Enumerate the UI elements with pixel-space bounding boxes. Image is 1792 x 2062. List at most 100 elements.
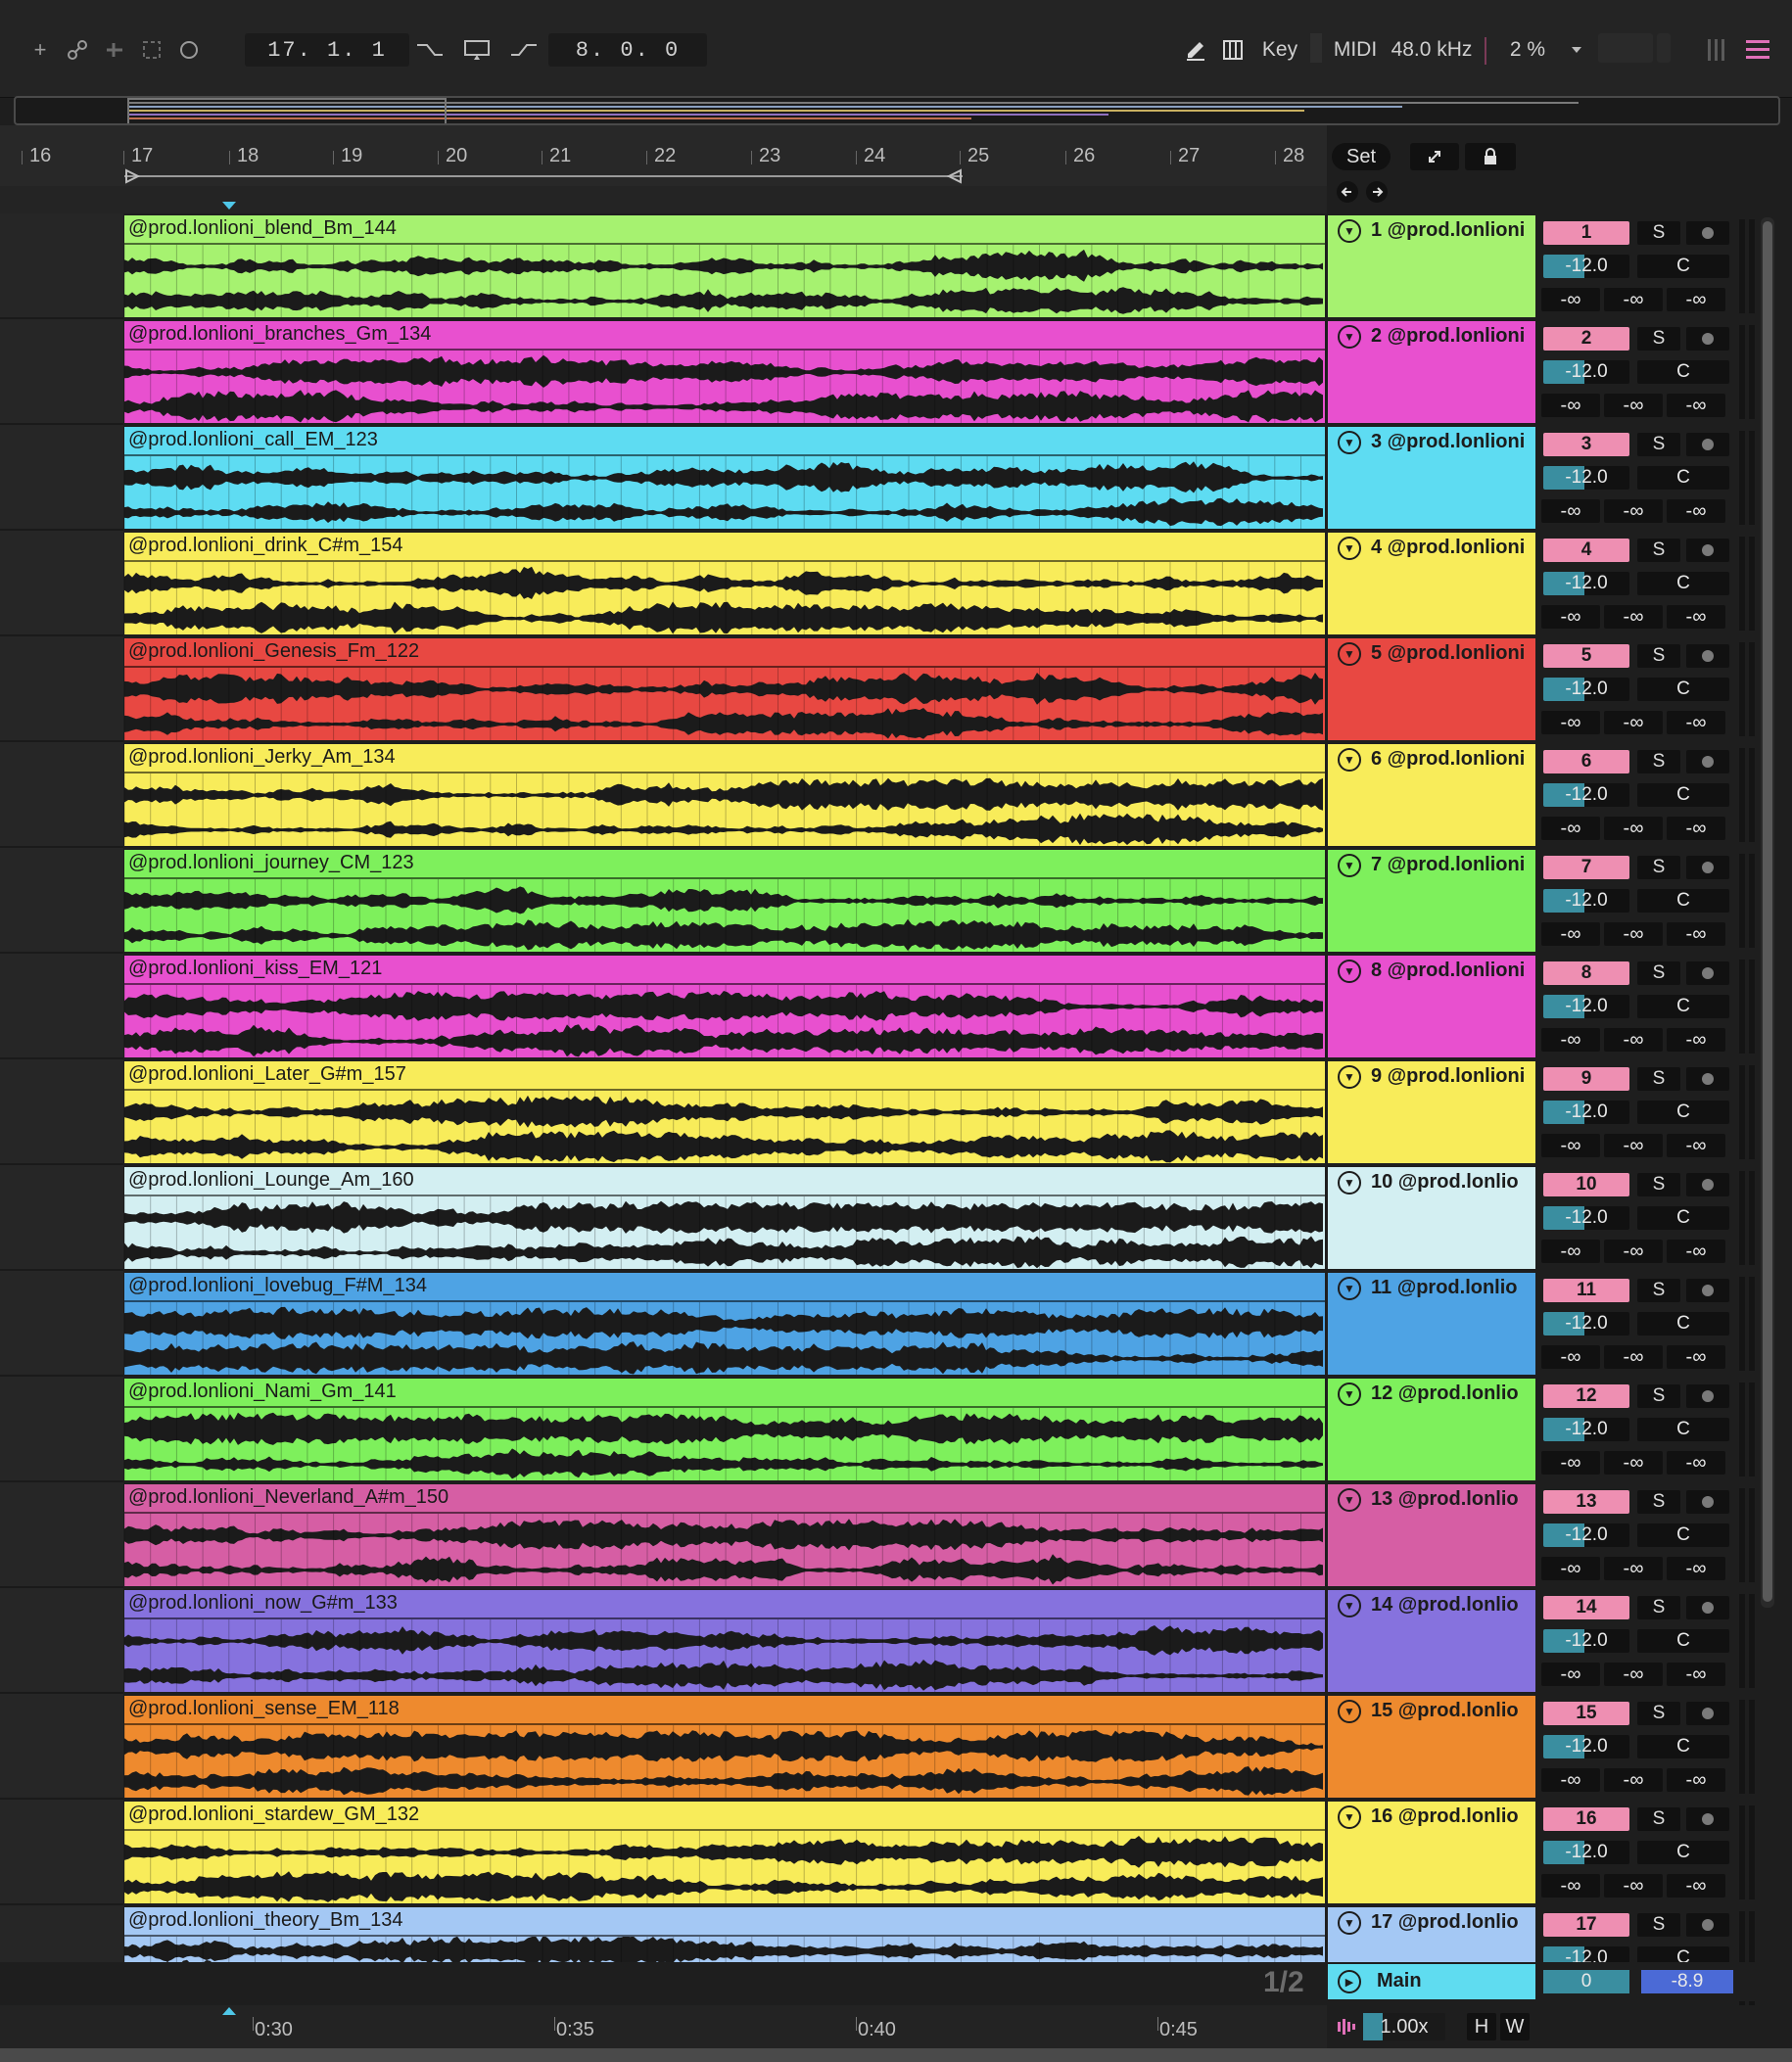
send-c-field[interactable]: -∞	[1667, 1663, 1725, 1686]
track-header[interactable]: ▼ 1 @prod.lonlioni	[1328, 215, 1535, 317]
main-volume[interactable]: 0	[1543, 1970, 1629, 1993]
volume-field[interactable]: -12.0	[1543, 1523, 1629, 1547]
volume-field[interactable]: -12.0	[1543, 1101, 1629, 1124]
send-c-field[interactable]: -∞	[1667, 288, 1725, 311]
send-c-field[interactable]: -∞	[1667, 499, 1725, 523]
track-activator-button[interactable]: 8	[1543, 961, 1629, 985]
audio-clip[interactable]: @prod.lonlioni_stardew_GM_132	[124, 1802, 1325, 1903]
send-b-field[interactable]: -∞	[1604, 711, 1663, 734]
track-header[interactable]: ▼ 9 @prod.lonlioni	[1328, 1061, 1535, 1163]
chevron-down-icon[interactable]	[1565, 33, 1588, 67]
track-activator-button[interactable]: 16	[1543, 1807, 1629, 1831]
solo-button[interactable]: S	[1637, 1173, 1680, 1196]
overview-selection[interactable]	[127, 98, 447, 123]
track-header[interactable]: ▼ 14 @prod.lonlio	[1328, 1590, 1535, 1692]
fold-icon[interactable]: ▼	[1338, 642, 1361, 666]
pan-field[interactable]: C	[1637, 1523, 1729, 1547]
zoom-level[interactable]: 1.00x	[1363, 2013, 1445, 2040]
pan-field[interactable]: C	[1637, 360, 1729, 384]
add-icon[interactable]: +	[33, 37, 47, 62]
link-icon[interactable]	[61, 33, 94, 67]
vertical-scrollbar[interactable]	[1761, 217, 1774, 1608]
follow-icon[interactable]	[98, 33, 131, 67]
fold-icon[interactable]: ▼	[1338, 325, 1361, 349]
set-button[interactable]: Set	[1332, 143, 1391, 170]
arm-button[interactable]	[1686, 1173, 1729, 1196]
keyboard-icon[interactable]	[1216, 33, 1250, 67]
track-header[interactable]: ▼ 5 @prod.lonlioni	[1328, 638, 1535, 740]
send-c-field[interactable]: -∞	[1667, 922, 1725, 946]
key-map-button[interactable]: Key	[1261, 38, 1298, 61]
lock-icon[interactable]	[1465, 143, 1516, 170]
loop-brace[interactable]	[124, 168, 963, 184]
track-header[interactable]: ▼ 3 @prod.lonlioni	[1328, 427, 1535, 529]
send-c-field[interactable]: -∞	[1667, 1874, 1725, 1898]
track-activator-button[interactable]: 7	[1543, 856, 1629, 879]
send-a-field[interactable]: -∞	[1541, 711, 1600, 734]
send-a-field[interactable]: -∞	[1541, 499, 1600, 523]
arm-button[interactable]	[1686, 644, 1729, 668]
track-header[interactable]: ▼ 11 @prod.lonlio	[1328, 1273, 1535, 1375]
fold-icon[interactable]: ▼	[1338, 854, 1361, 877]
fold-icon[interactable]: ▼	[1338, 219, 1361, 243]
solo-button[interactable]: S	[1637, 1490, 1680, 1514]
send-c-field[interactable]: -∞	[1667, 394, 1725, 417]
volume-field[interactable]: -12.0	[1543, 889, 1629, 913]
fold-icon[interactable]: ▼	[1338, 1911, 1361, 1935]
send-b-field[interactable]: -∞	[1604, 394, 1663, 417]
volume-field[interactable]: -12.0	[1543, 783, 1629, 807]
solo-button[interactable]: S	[1637, 1067, 1680, 1091]
track-header[interactable]: ▼ 8 @prod.lonlioni	[1328, 956, 1535, 1057]
track-header[interactable]: ▼ 15 @prod.lonlio	[1328, 1696, 1535, 1798]
volume-field[interactable]: -12.0	[1543, 1418, 1629, 1441]
solo-button[interactable]: S	[1637, 856, 1680, 879]
volume-field[interactable]: -12.0	[1543, 1735, 1629, 1758]
send-c-field[interactable]: -∞	[1667, 1451, 1725, 1475]
track-activator-button[interactable]: 6	[1543, 750, 1629, 773]
volume-field[interactable]: -12.0	[1543, 1629, 1629, 1653]
pan-field[interactable]: C	[1637, 995, 1729, 1018]
scrollbar-thumb[interactable]	[1763, 221, 1772, 1602]
fold-icon[interactable]: ▼	[1338, 1065, 1361, 1089]
send-c-field[interactable]: -∞	[1667, 711, 1725, 734]
solo-button[interactable]: S	[1637, 961, 1680, 985]
send-a-field[interactable]: -∞	[1541, 1345, 1600, 1369]
bar-ruler[interactable]: 16 17 18 19 20 21 22 23 24 25 26 27 28	[0, 125, 1327, 213]
track-activator-button[interactable]: 5	[1543, 644, 1629, 668]
send-a-field[interactable]: -∞	[1541, 1663, 1600, 1686]
send-c-field[interactable]: -∞	[1667, 605, 1725, 629]
track-header[interactable]: ▼ 13 @prod.lonlio	[1328, 1484, 1535, 1586]
send-b-field[interactable]: -∞	[1604, 288, 1663, 311]
fold-icon[interactable]: ▼	[1338, 1171, 1361, 1195]
w-button[interactable]: W	[1500, 2013, 1530, 2040]
volume-field[interactable]: -12.0	[1543, 678, 1629, 701]
volume-field[interactable]: -12.0	[1543, 360, 1629, 384]
track-header[interactable]: ▼ 2 @prod.lonlioni	[1328, 321, 1535, 423]
position-display[interactable]: 17. 1. 1	[245, 33, 409, 67]
fold-icon[interactable]: ▼	[1338, 1277, 1361, 1300]
send-b-field[interactable]: -∞	[1604, 1345, 1663, 1369]
audio-clip[interactable]: @prod.lonlioni_call_EM_123	[124, 427, 1325, 529]
waveform-zoom-icon[interactable]	[1332, 2013, 1361, 2040]
solo-button[interactable]: S	[1637, 1807, 1680, 1831]
arm-button[interactable]	[1686, 539, 1729, 562]
send-a-field[interactable]: -∞	[1541, 922, 1600, 946]
send-a-field[interactable]: -∞	[1541, 817, 1600, 840]
audio-clip[interactable]: @prod.lonlioni_kiss_EM_121	[124, 956, 1325, 1057]
solo-button[interactable]: S	[1637, 539, 1680, 562]
pan-field[interactable]: C	[1637, 572, 1729, 595]
track-header[interactable]: ▼ 10 @prod.lonlio	[1328, 1167, 1535, 1269]
send-a-field[interactable]: -∞	[1541, 1557, 1600, 1580]
play-icon[interactable]: ▶	[1338, 1970, 1361, 1993]
send-b-field[interactable]: -∞	[1604, 499, 1663, 523]
solo-button[interactable]: S	[1637, 1384, 1680, 1408]
arm-button[interactable]	[1686, 1384, 1729, 1408]
send-a-field[interactable]: -∞	[1541, 1451, 1600, 1475]
arm-button[interactable]	[1686, 1067, 1729, 1091]
send-b-field[interactable]: -∞	[1604, 1028, 1663, 1052]
audio-clip[interactable]: @prod.lonlioni_Later_G#m_157	[124, 1061, 1325, 1163]
send-c-field[interactable]: -∞	[1667, 1240, 1725, 1263]
punch-in-icon[interactable]	[413, 33, 447, 67]
send-b-field[interactable]: -∞	[1604, 1240, 1663, 1263]
track-header[interactable]: ▼ 6 @prod.lonlioni	[1328, 744, 1535, 846]
